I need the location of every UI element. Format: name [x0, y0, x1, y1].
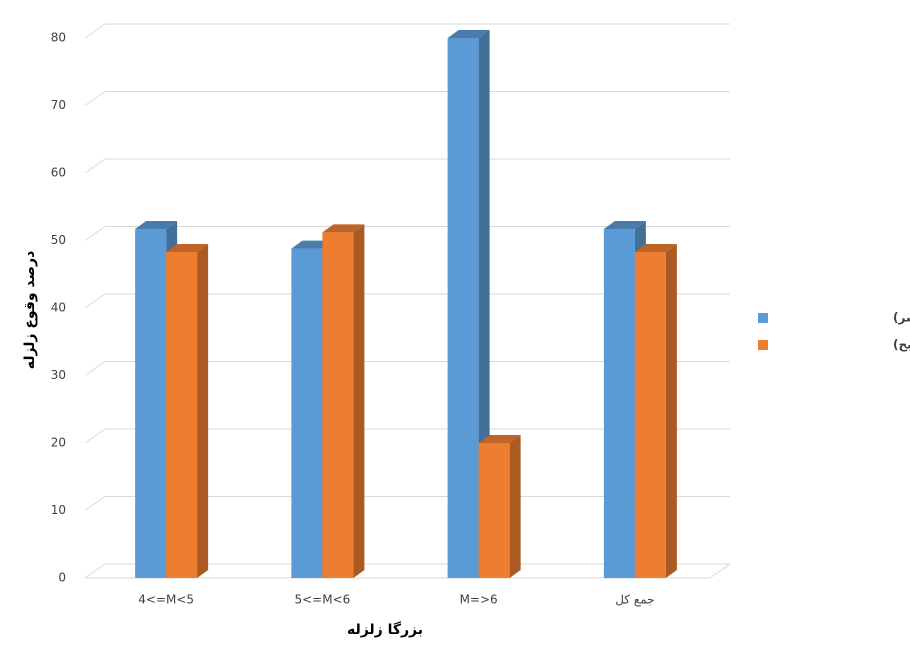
- bar-top: [447, 30, 490, 38]
- x-axis-title: بزرگا زلزله: [347, 621, 423, 638]
- y-tick-label: 50: [51, 233, 66, 247]
- legend-label: شب (۶ عصر–۶ صبح): [893, 338, 910, 352]
- grid-line-side: [84, 563, 106, 579]
- legend-label: روز (۶ صبح تا ۶ عصر): [893, 311, 910, 326]
- y-tick-label: 10: [51, 503, 66, 517]
- grid-line-side: [84, 293, 106, 309]
- x-tick-label: جمع کل: [615, 593, 654, 607]
- legend-swatch: [758, 313, 768, 323]
- x-tick-label: 5<=M<6: [294, 593, 350, 607]
- y-tick-label: 20: [51, 436, 66, 450]
- x-tick-label: 4<=M<5: [138, 593, 194, 607]
- grid-line: [84, 91, 730, 106]
- bar: [166, 243, 209, 578]
- bar-front: [634, 251, 666, 578]
- bar-front: [478, 443, 510, 578]
- bar-side: [197, 243, 209, 578]
- bar-front: [447, 38, 479, 578]
- bar-top: [603, 221, 646, 230]
- y-tick-label: 0: [58, 571, 66, 585]
- y-tick-label: 40: [51, 301, 66, 315]
- grid-line-side: [84, 428, 106, 444]
- bar: [478, 435, 521, 578]
- grid-line-side: [84, 361, 106, 376]
- grid-line: [84, 158, 730, 174]
- bar-top: [478, 435, 521, 443]
- y-tick-label: 30: [51, 368, 66, 382]
- grid-line-side: [84, 23, 106, 39]
- bar: [322, 224, 365, 578]
- bar-top: [135, 221, 178, 230]
- bar-front: [135, 229, 167, 578]
- x-tick-label: M=>6: [460, 593, 498, 607]
- grid-line-side: [84, 91, 106, 106]
- floor-right: [709, 563, 731, 579]
- grid-line-side: [84, 158, 106, 174]
- grid-line-side: [84, 496, 106, 511]
- y-axis-title: درصد وقوع زلزله: [22, 251, 38, 370]
- legend-swatch: [758, 340, 768, 350]
- y-tick-label: 60: [51, 166, 66, 180]
- bar-front: [291, 248, 323, 578]
- bar-side: [353, 224, 365, 578]
- bar-front: [166, 251, 198, 578]
- bar-front: [603, 229, 635, 578]
- bar-top: [634, 243, 677, 252]
- bar-side: [665, 243, 677, 578]
- bar-side: [509, 435, 521, 578]
- grid-line: [84, 23, 730, 39]
- bar-front: [322, 232, 354, 578]
- y-tick-label: 80: [51, 31, 66, 45]
- y-tick-label: 70: [51, 98, 66, 112]
- grid-line-side: [84, 226, 106, 241]
- bar-top: [322, 224, 365, 233]
- bar: [634, 243, 677, 578]
- bar-top: [166, 243, 209, 252]
